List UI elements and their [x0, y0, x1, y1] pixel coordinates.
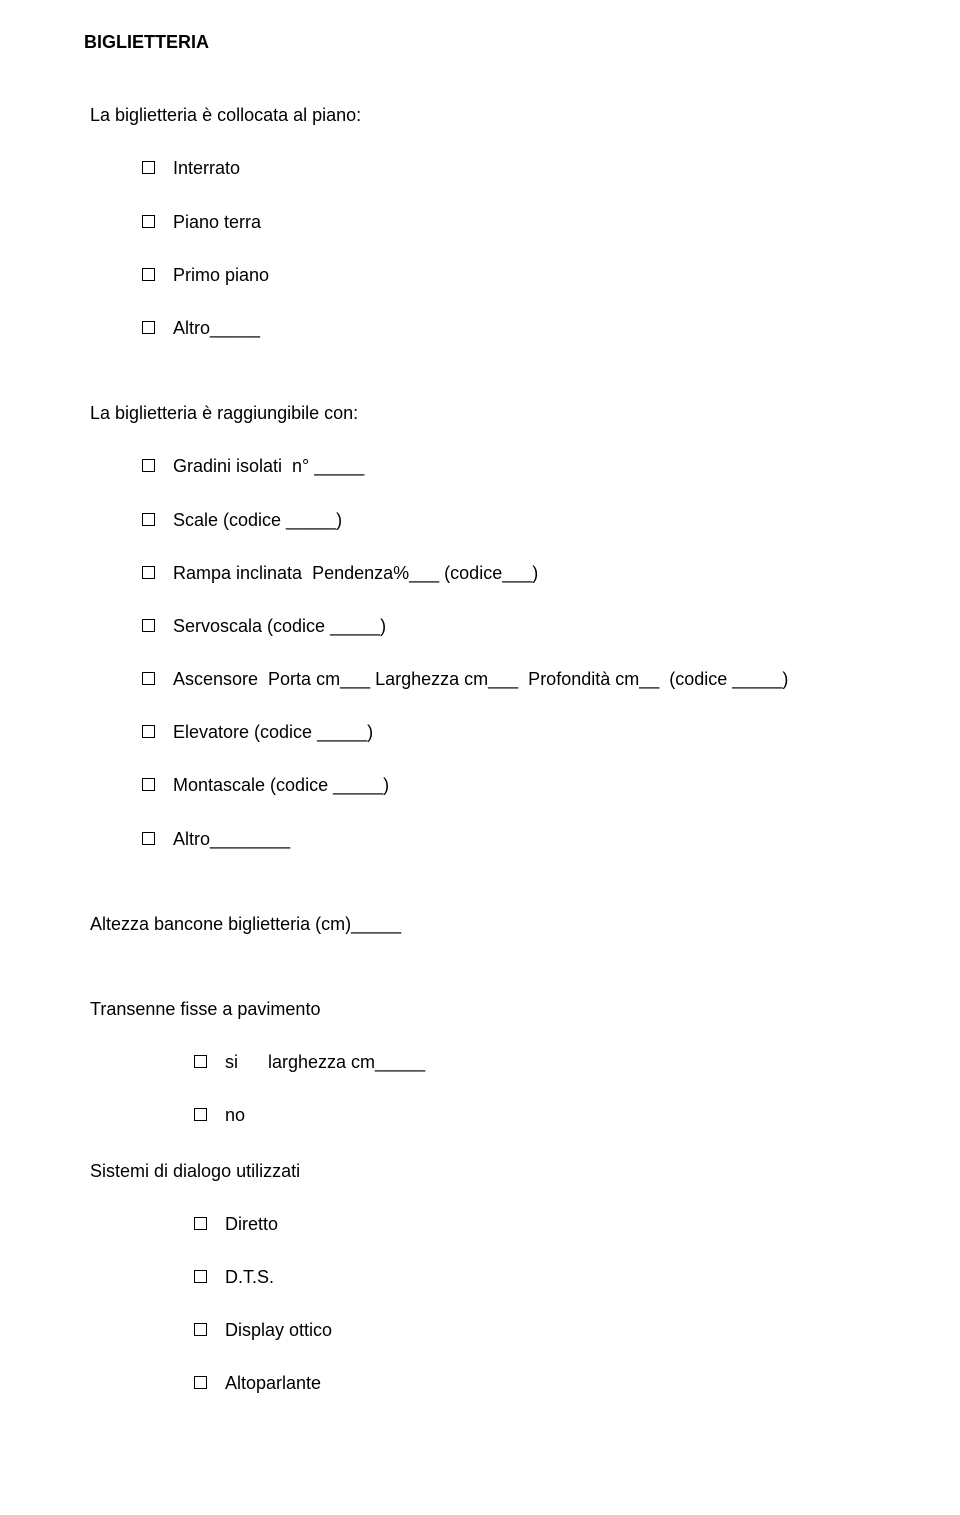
option-row: Ascensore Porta cm___ Larghezza cm___ Pr…: [142, 667, 900, 692]
option-label: Ascensore Porta cm___ Larghezza cm___ Pr…: [173, 667, 788, 692]
question-collocata: La biglietteria è collocata al piano: In…: [90, 103, 900, 341]
option-label: Scale (codice _____): [173, 508, 342, 533]
question-text: Sistemi di dialogo utilizzati: [90, 1159, 900, 1184]
checkbox-icon[interactable]: [142, 321, 155, 334]
option-row: Elevatore (codice _____): [142, 720, 900, 745]
option-label: D.T.S.: [225, 1265, 274, 1290]
option-row: no: [194, 1103, 900, 1128]
option-label: Elevatore (codice _____): [173, 720, 373, 745]
option-label: Rampa inclinata Pendenza%___ (codice___): [173, 561, 538, 586]
option-row: Gradini isolati n° _____: [142, 454, 900, 479]
option-label: Diretto: [225, 1212, 278, 1237]
option-row: Scale (codice _____): [142, 508, 900, 533]
option-row: Primo piano: [142, 263, 900, 288]
checkbox-icon[interactable]: [142, 161, 155, 174]
option-row: si larghezza cm_____: [194, 1050, 900, 1075]
checkbox-icon[interactable]: [194, 1217, 207, 1230]
checkbox-icon[interactable]: [142, 268, 155, 281]
checkbox-icon[interactable]: [194, 1270, 207, 1283]
option-row: Altoparlante: [194, 1371, 900, 1396]
question-altezza-bancone: Altezza bancone biglietteria (cm)_____: [90, 912, 900, 937]
option-list: Diretto D.T.S. Display ottico Altoparlan…: [90, 1212, 900, 1397]
question-text: La biglietteria è raggiungibile con:: [90, 401, 900, 426]
checkbox-icon[interactable]: [142, 459, 155, 472]
checkbox-icon[interactable]: [142, 215, 155, 228]
section-title: BIGLIETTERIA: [84, 30, 900, 55]
option-label: Altro_____: [173, 316, 260, 341]
question-sistemi-dialogo: Sistemi di dialogo utilizzati Diretto D.…: [90, 1159, 900, 1397]
option-label: Primo piano: [173, 263, 269, 288]
checkbox-icon[interactable]: [194, 1055, 207, 1068]
checkbox-icon[interactable]: [142, 832, 155, 845]
option-row: Interrato: [142, 156, 900, 181]
option-row: Piano terra: [142, 210, 900, 235]
option-label: Altro________: [173, 827, 290, 852]
question-transenne: Transenne fisse a pavimento si larghezza…: [90, 997, 900, 1129]
question-text: La biglietteria è collocata al piano:: [90, 103, 900, 128]
checkbox-icon[interactable]: [142, 672, 155, 685]
question-text: Transenne fisse a pavimento: [90, 997, 900, 1022]
option-label: Servoscala (codice _____): [173, 614, 386, 639]
question-raggiungibile: La biglietteria è raggiungibile con: Gra…: [90, 401, 900, 852]
option-row: Montascale (codice _____): [142, 773, 900, 798]
option-label: Piano terra: [173, 210, 261, 235]
option-row: Altro_____: [142, 316, 900, 341]
checkbox-icon[interactable]: [142, 619, 155, 632]
option-row: Altro________: [142, 827, 900, 852]
checkbox-icon[interactable]: [194, 1108, 207, 1121]
checkbox-icon[interactable]: [142, 513, 155, 526]
checkbox-icon[interactable]: [142, 778, 155, 791]
option-label: no: [225, 1103, 245, 1128]
option-label: Display ottico: [225, 1318, 332, 1343]
option-label: Altoparlante: [225, 1371, 321, 1396]
checkbox-icon[interactable]: [142, 725, 155, 738]
option-label: Montascale (codice _____): [173, 773, 389, 798]
option-label: Interrato: [173, 156, 240, 181]
option-row: Rampa inclinata Pendenza%___ (codice___): [142, 561, 900, 586]
checkbox-icon[interactable]: [142, 566, 155, 579]
option-row: D.T.S.: [194, 1265, 900, 1290]
option-list: Gradini isolati n° _____ Scale (codice _…: [90, 454, 900, 852]
option-row: Diretto: [194, 1212, 900, 1237]
checkbox-icon[interactable]: [194, 1323, 207, 1336]
checkbox-icon[interactable]: [194, 1376, 207, 1389]
question-text: Altezza bancone biglietteria (cm)_____: [90, 912, 900, 937]
option-label: Gradini isolati n° _____: [173, 454, 364, 479]
option-list: Interrato Piano terra Primo piano Altro_…: [90, 156, 900, 341]
option-row: Servoscala (codice _____): [142, 614, 900, 639]
option-row: Display ottico: [194, 1318, 900, 1343]
option-label: si larghezza cm_____: [225, 1050, 425, 1075]
option-list: si larghezza cm_____ no: [90, 1050, 900, 1128]
